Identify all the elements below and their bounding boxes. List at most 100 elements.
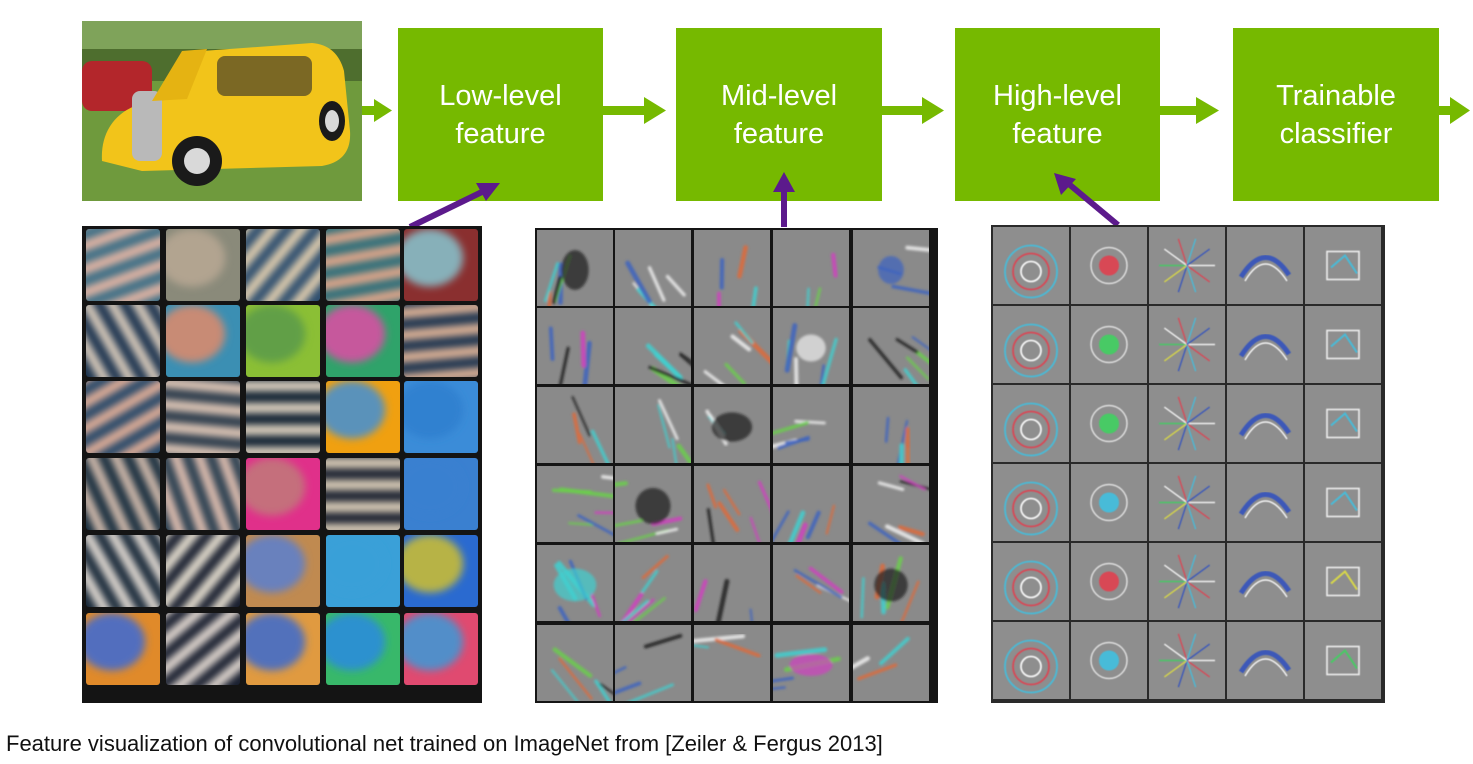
flow-arrow-high-to-classifier (1160, 97, 1219, 124)
low-filter-cell (166, 381, 240, 453)
flow-arrow-low-to-mid (603, 97, 666, 124)
high-filter-cell (993, 385, 1069, 462)
flow-arrow-mid-to-high (882, 97, 944, 124)
mid-filter-cell (773, 625, 849, 701)
low-filter-cell (326, 458, 400, 530)
mid-filter-cell (773, 230, 849, 306)
mid-filter-cell (853, 545, 929, 621)
mid-filter-cell (773, 466, 849, 542)
high-filter-cell (1305, 464, 1381, 541)
high-filter-cell (1305, 543, 1381, 620)
mid-filter-cell (694, 387, 770, 463)
low-filter-cell (166, 458, 240, 530)
low-filter-cell (326, 535, 400, 607)
high-filter-cell (1227, 227, 1303, 304)
low-filter-cell (404, 305, 478, 377)
low-filter-cell (404, 381, 478, 453)
high-filter-cell (1227, 385, 1303, 462)
low-filter-cell (86, 229, 160, 301)
mid-level-filter-grid (535, 228, 938, 703)
high-filter-cell (1305, 227, 1381, 304)
high-filter-cell (1071, 227, 1147, 304)
flow-arrow-classifier-out (1439, 97, 1470, 124)
high-filter-cell (1149, 385, 1225, 462)
low-filter-cell (326, 613, 400, 685)
high-filter-cell (1149, 227, 1225, 304)
high-filter-cell (1227, 622, 1303, 699)
high-filter-cell (1305, 622, 1381, 699)
low-filter-cell (86, 305, 160, 377)
high-filter-cell (1149, 622, 1225, 699)
mid-filter-cell (853, 625, 929, 701)
high-filter-cell (1149, 543, 1225, 620)
stage-box-mid-level: Mid-level feature (676, 28, 882, 201)
low-filter-cell (86, 535, 160, 607)
low-filter-cell (404, 613, 478, 685)
high-filter-cell (993, 543, 1069, 620)
low-filter-cell (166, 229, 240, 301)
low-filter-cell (166, 535, 240, 607)
low-filter-cell (166, 613, 240, 685)
high-filter-cell (1227, 306, 1303, 383)
mid-filter-cell (615, 308, 691, 384)
high-filter-cell (1071, 543, 1147, 620)
high-filter-cell (993, 622, 1069, 699)
low-filter-cell (86, 613, 160, 685)
low-filter-cell (246, 535, 320, 607)
stage-label-low-level: Low-level feature (439, 79, 562, 150)
low-filter-cell (326, 229, 400, 301)
high-filter-cell (1227, 543, 1303, 620)
high-filter-cell (993, 464, 1069, 541)
mid-filter-cell (537, 387, 613, 463)
low-filter-cell (166, 305, 240, 377)
mid-filter-cell (853, 466, 929, 542)
low-filter-cell (404, 458, 478, 530)
mid-filter-cell (853, 230, 929, 306)
low-filter-cell (326, 381, 400, 453)
mid-filter-cell (773, 387, 849, 463)
high-filter-cell (1071, 385, 1147, 462)
low-filter-cell (246, 613, 320, 685)
mid-filter-cell (615, 230, 691, 306)
low-filter-cell (86, 458, 160, 530)
low-filter-cell (246, 381, 320, 453)
high-level-filter-grid (991, 225, 1385, 703)
high-filter-cell (1071, 464, 1147, 541)
high-filter-cell (1071, 306, 1147, 383)
mid-filter-cell (615, 545, 691, 621)
low-filter-cell (404, 535, 478, 607)
low-filter-cell (326, 305, 400, 377)
mid-filter-cell (853, 308, 929, 384)
high-filter-cell (993, 306, 1069, 383)
mid-filter-cell (773, 545, 849, 621)
high-filter-cell (1149, 464, 1225, 541)
stage-box-classifier: Trainable classifier (1233, 28, 1439, 201)
low-filter-cell (86, 381, 160, 453)
mid-filter-cell (537, 308, 613, 384)
mid-filter-cell (615, 387, 691, 463)
mid-filter-cell (773, 308, 849, 384)
mid-filter-cell (694, 625, 770, 701)
high-filter-cell (1227, 464, 1303, 541)
mid-filter-cell (615, 625, 691, 701)
mid-filter-cell (615, 466, 691, 542)
input-car-image (82, 21, 362, 201)
mid-filter-cell (537, 230, 613, 306)
mid-filter-cell (853, 387, 929, 463)
high-filter-cell (993, 227, 1069, 304)
mid-filter-cell (694, 230, 770, 306)
mid-filter-cell (694, 466, 770, 542)
low-filter-cell (246, 305, 320, 377)
mid-filter-cell (537, 466, 613, 542)
low-filter-cell (404, 229, 478, 301)
stage-label-mid-level: Mid-level feature (720, 79, 838, 150)
stage-box-low-level: Low-level feature (398, 28, 603, 201)
mid-filter-cell (537, 545, 613, 621)
low-filter-cell (246, 458, 320, 530)
high-filter-cell (1149, 306, 1225, 383)
figure-caption: Feature visualization of convolutional n… (6, 731, 883, 756)
stage-label-high-level: High-level feature (993, 79, 1122, 150)
stage-box-high-level: High-level feature (955, 28, 1160, 201)
mid-filter-cell (537, 625, 613, 701)
